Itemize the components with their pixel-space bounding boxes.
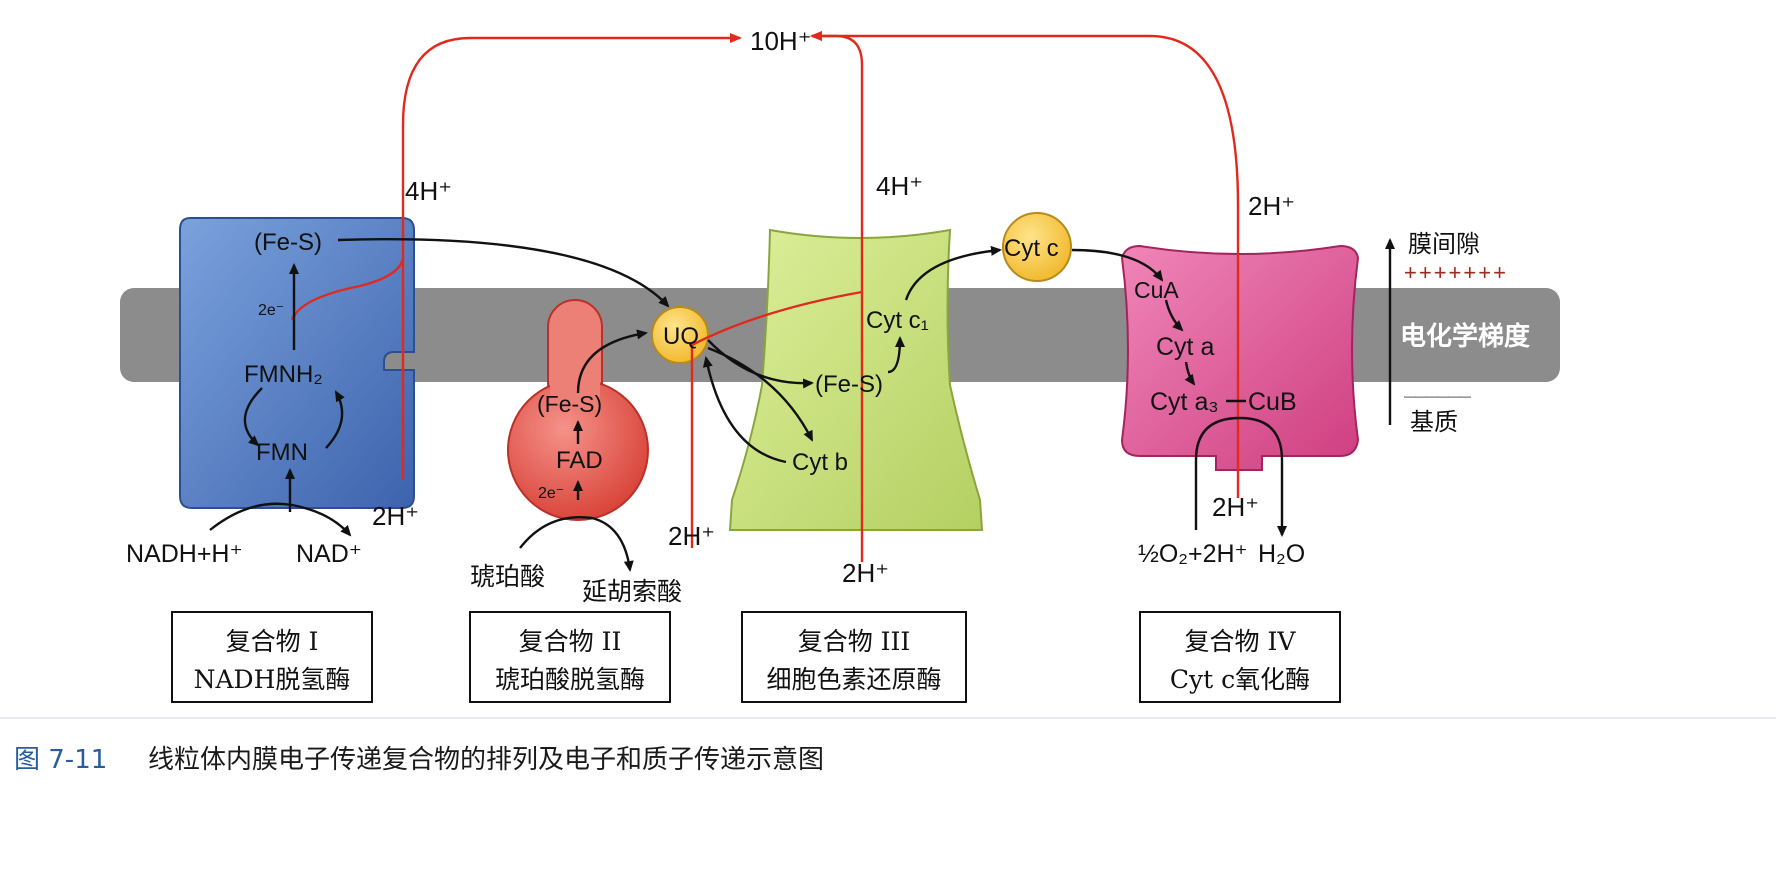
nad-label: NAD⁺	[296, 540, 362, 568]
caption-text: 线粒体内膜电子传递复合物的排列及电子和质子传递示意图	[148, 745, 824, 775]
complex3-name-box: 复合物 III 细胞色素还原酶	[741, 611, 967, 703]
complex4-name-box: 复合物 IV Cyt c氧化酶	[1139, 611, 1341, 703]
complex2-title: 复合物 II	[519, 627, 622, 656]
c2-2e-label: 2e⁻	[538, 485, 564, 502]
fumarate-label: 延胡索酸	[582, 577, 682, 606]
label-4h-c3: 4H⁺	[876, 171, 923, 201]
minus-signs: ——————	[1404, 389, 1471, 403]
label-2h-c1-matrix: 2H⁺	[372, 501, 419, 531]
c4-cyta-label: Cyt a	[1156, 333, 1214, 361]
label-4h-c1: 4H⁺	[405, 176, 452, 206]
complex4-shape	[1120, 244, 1360, 471]
c2-fes-label: (Fe-S)	[537, 391, 602, 417]
complex2-name-box: 复合物 II 琥珀酸脱氢酶	[469, 611, 671, 703]
intermembrane-label: 膜间隙	[1408, 230, 1480, 258]
gradient-legend: 膜间隙 +++++++ 电化学梯度 —————— 基质	[1385, 230, 1530, 436]
gradient-label: 电化学梯度	[1400, 321, 1530, 352]
c4-cub-label: CuB	[1248, 388, 1297, 416]
label-2h-c3-matrix: 2H⁺	[842, 558, 889, 588]
uq-label: UQ	[663, 323, 699, 350]
c1-fmn-label: FMN	[256, 439, 308, 466]
h2o-label: H₂O	[1258, 540, 1305, 568]
complex1-name-box: 复合物 I NADH脱氢酶	[171, 611, 373, 703]
electron-paths	[209, 238, 1287, 572]
c3-cytc1-label: Cyt c₁	[866, 307, 929, 334]
c4-cua-label: CuA	[1134, 277, 1179, 303]
c4-cyta3-label: Cyt a₃	[1150, 388, 1219, 416]
complex4-subtitle: Cyt c氧化酶	[1170, 665, 1310, 694]
c3-fes-label: (Fe-S)	[815, 371, 883, 398]
complex2-shape	[507, 299, 649, 521]
nadh-label: NADH+H⁺	[126, 540, 243, 568]
label-2h-c4-inner: 2H⁺	[1212, 492, 1259, 522]
cytc-label: Cyt c	[1004, 235, 1059, 262]
c3-cytb-label: Cyt b	[792, 449, 848, 476]
complex2-subtitle: 琥珀酸脱氢酶	[495, 665, 645, 694]
c1-fmnh2-label: FMNH₂	[244, 361, 323, 388]
complex3-subtitle: 细胞色素还原酶	[766, 665, 941, 694]
complex1-shape	[179, 217, 415, 509]
label-10h-top: 10H⁺	[750, 26, 811, 56]
caption-number: 图 7-11	[14, 745, 107, 775]
uq-carrier	[651, 306, 709, 364]
label-2h-c4-lumen: 2H⁺	[1248, 191, 1295, 221]
c1-fes-label: (Fe-S)	[254, 229, 322, 256]
complex4-title: 复合物 IV	[1185, 627, 1297, 656]
complex3-title: 复合物 III	[798, 627, 911, 656]
label-2h-c2-matrix: 2H⁺	[668, 521, 715, 551]
complex1-title: 复合物 I	[226, 627, 319, 656]
c1-2e-label: 2e⁻	[258, 302, 284, 319]
plus-signs: +++++++	[1404, 260, 1508, 285]
complex3-shape	[728, 228, 984, 531]
succinate-label: 琥珀酸	[470, 562, 545, 591]
matrix-label: 基质	[1410, 408, 1458, 436]
o2-label: ½O₂+2H⁺	[1138, 540, 1248, 568]
complex1-subtitle: NADH脱氢酶	[194, 665, 351, 694]
proton-paths	[290, 31, 1240, 562]
c2-fad-label: FAD	[556, 447, 603, 474]
cytc-carrier	[1002, 212, 1072, 282]
